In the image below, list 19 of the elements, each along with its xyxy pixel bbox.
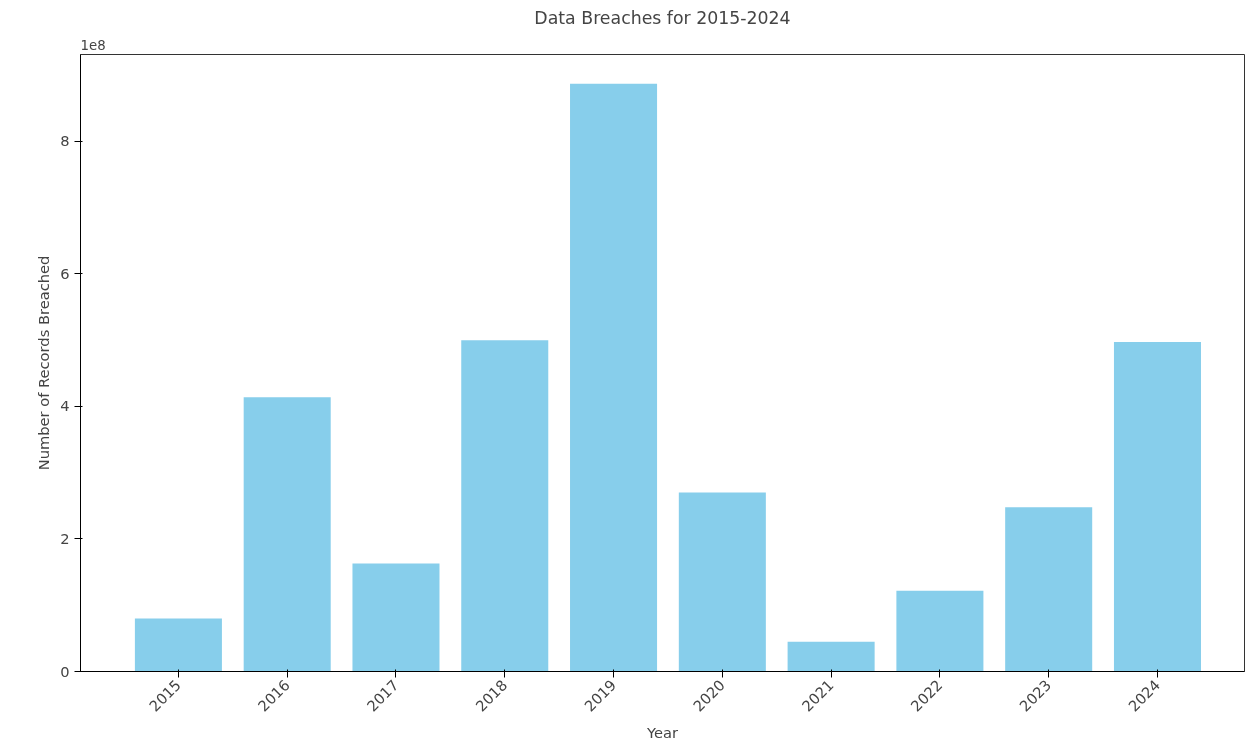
text: 1e8 [80,37,106,53]
y-tick-label: 2 [60,529,70,547]
bar [461,340,549,672]
bar [134,618,222,672]
y-tick-label: 8 [60,132,70,150]
y-tick-label: 4 [60,397,70,415]
chart-title: Data Breaches for 2015-2024 [534,7,791,28]
bar [787,641,875,672]
y-tick-label: 6 [60,264,70,282]
bar [1005,507,1093,672]
bar [243,397,331,672]
bar [570,83,658,672]
x-axis-title: Year [645,723,679,741]
y-axis-title: Number of Records Breached [35,255,53,471]
bar [1113,342,1201,672]
bar [678,492,766,672]
y-tick-label: 0 [60,662,70,680]
bar [352,563,440,672]
bar [896,590,984,672]
